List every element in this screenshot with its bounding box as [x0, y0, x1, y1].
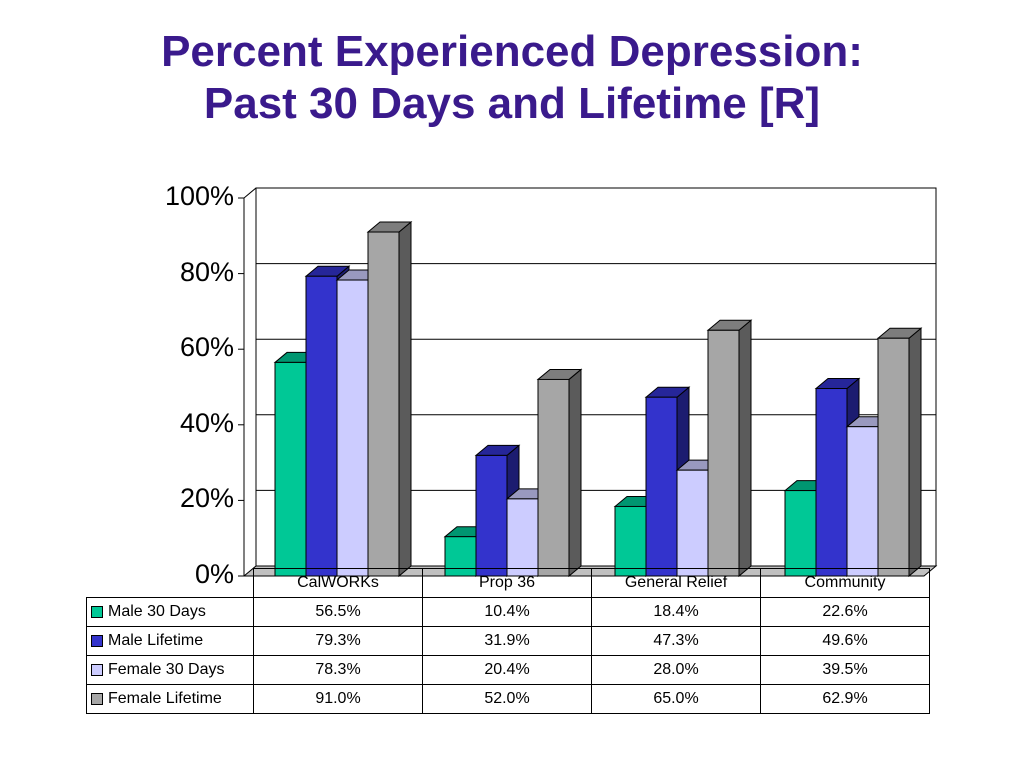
- bar-front: [815, 388, 848, 577]
- legend-entry: Female Lifetime: [86, 684, 254, 714]
- table-cell: 65.0%: [591, 684, 761, 714]
- legend-entry: Male Lifetime: [86, 626, 254, 656]
- series-name: Male 30 Days: [108, 603, 206, 620]
- bar-front: [614, 505, 647, 577]
- legend-entry: Male 30 Days: [86, 597, 254, 627]
- table-cell: 31.9%: [422, 626, 592, 656]
- table-row: Female 30 Days 78.3% 20.4% 28.0% 39.5%: [86, 655, 930, 685]
- y-tick-label: 80%: [179, 256, 234, 287]
- bar-side: [908, 327, 922, 578]
- data-table: CalWORKs Prop 36 General Relief Communit…: [86, 568, 930, 714]
- table-cell: 62.9%: [760, 684, 930, 714]
- axis-depth-line: [243, 187, 257, 199]
- bar-side: [738, 319, 752, 578]
- bar-front: [336, 279, 369, 577]
- table-cell: 49.6%: [760, 626, 930, 656]
- bar-front: [877, 337, 910, 577]
- series-name: Female 30 Days: [108, 661, 225, 678]
- legend-swatch: [91, 663, 103, 676]
- category-label: Prop 36: [422, 568, 592, 598]
- bar-front: [707, 329, 740, 577]
- bar: [536, 368, 583, 578]
- bar-front: [506, 498, 539, 577]
- bar: [366, 220, 413, 578]
- table-row: Male Lifetime 79.3% 31.9% 47.3% 49.6%: [86, 626, 930, 656]
- bar: [706, 319, 753, 578]
- category-label: General Relief: [591, 568, 761, 598]
- bar-front: [274, 361, 307, 577]
- bar-front: [784, 490, 817, 577]
- table-cell: 56.5%: [253, 597, 423, 627]
- table-row: Female Lifetime 91.0% 52.0% 65.0% 62.9%: [86, 684, 930, 714]
- table-cell: 10.4%: [422, 597, 592, 627]
- y-tick-label: 60%: [179, 332, 234, 363]
- y-tick-label: 40%: [179, 407, 234, 438]
- bar-front: [645, 396, 678, 577]
- bar-front: [367, 231, 400, 577]
- bar-front: [475, 454, 508, 577]
- category-label: Community: [760, 568, 930, 598]
- table-cell: 20.4%: [422, 655, 592, 685]
- table-header-row: CalWORKs Prop 36 General Relief Communit…: [86, 568, 930, 598]
- category-label: CalWORKs: [253, 568, 423, 598]
- legend-swatch: [91, 634, 103, 647]
- table-cell: 52.0%: [422, 684, 592, 714]
- series-name: Male Lifetime: [108, 632, 204, 649]
- table-cell: 39.5%: [760, 655, 930, 685]
- table-cell: 79.3%: [253, 626, 423, 656]
- table-cell: 91.0%: [253, 684, 423, 714]
- table-cell: 18.4%: [591, 597, 761, 627]
- table-cell: 28.0%: [591, 655, 761, 685]
- bar-side: [398, 220, 412, 578]
- table-corner: [86, 568, 254, 598]
- series-name: Female Lifetime: [108, 690, 222, 707]
- title-line-1: Percent Experienced Depression:: [161, 27, 863, 76]
- chart-title: Percent Experienced Depression: Past 30 …: [0, 26, 1024, 130]
- table-cell: 22.6%: [760, 597, 930, 627]
- legend-swatch: [91, 692, 103, 705]
- legend-entry: Female 30 Days: [86, 655, 254, 685]
- table-cell: 78.3%: [253, 655, 423, 685]
- bar-front: [537, 378, 570, 577]
- y-tick-label: 20%: [179, 483, 234, 514]
- legend-swatch: [91, 605, 103, 618]
- bar-front: [676, 469, 709, 577]
- y-tick-label: 100%: [164, 181, 234, 211]
- bar-front: [305, 275, 338, 577]
- bar-front: [846, 426, 879, 577]
- bar-side: [568, 368, 582, 578]
- title-line-2: Past 30 Days and Lifetime [R]: [203, 79, 821, 128]
- table-row: Male 30 Days 56.5% 10.4% 18.4% 22.6%: [86, 597, 930, 627]
- table-cell: 47.3%: [591, 626, 761, 656]
- bar: [876, 327, 923, 578]
